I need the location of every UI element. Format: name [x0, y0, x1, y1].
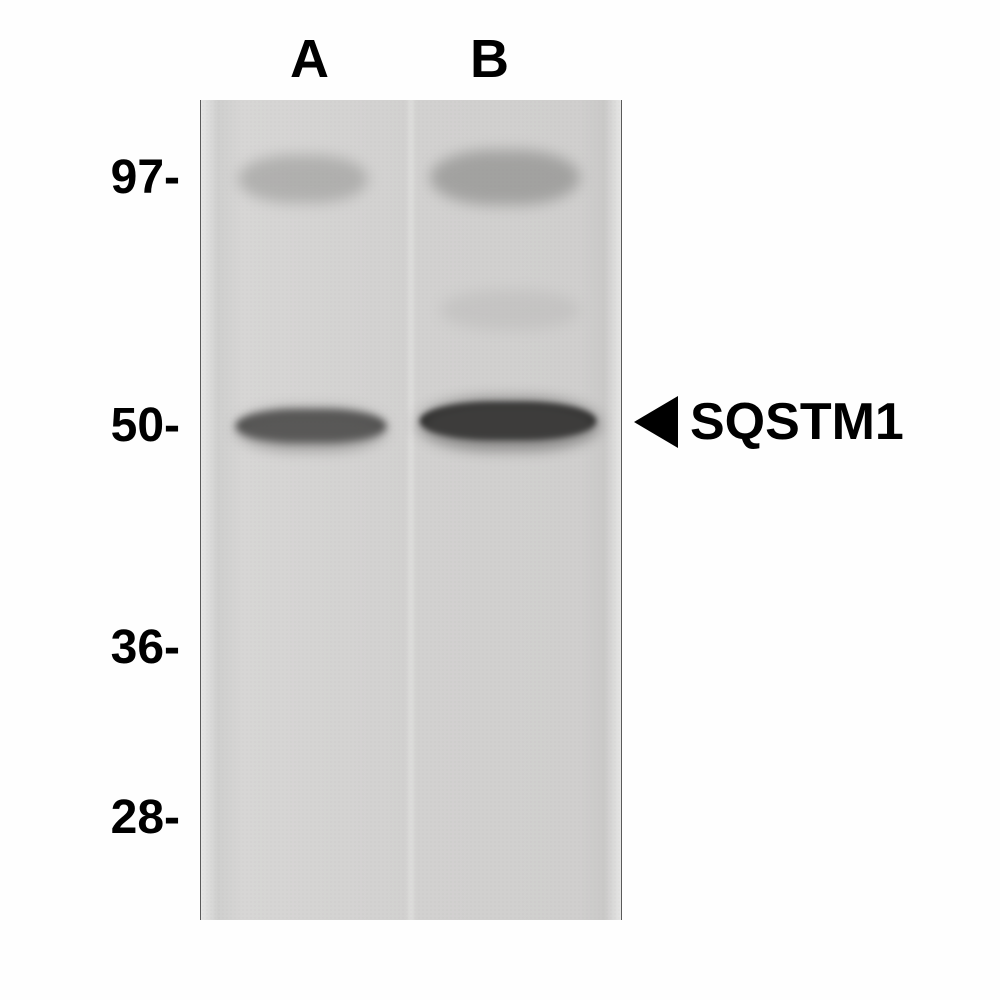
protein-band [418, 398, 600, 450]
target-arrow-icon [634, 396, 678, 448]
mw-marker-36: 36- [20, 620, 180, 675]
lane-label-a: A [290, 28, 329, 90]
mw-marker-97: 97- [20, 150, 180, 205]
membrane-grain [201, 100, 621, 920]
lane-label-b: B [470, 28, 509, 90]
nonspecific-smudge [430, 150, 580, 205]
target-band-label: SQSTM1 [690, 392, 904, 452]
mw-marker-50: 50- [20, 398, 180, 453]
mw-marker-28: 28- [20, 790, 180, 845]
nonspecific-smudge [440, 290, 580, 330]
protein-band [236, 408, 386, 450]
figure-canvas: A B 97- 50- 36- 28- SQSTM1 [0, 0, 1000, 1000]
nonspecific-smudge [238, 155, 368, 203]
blot-membrane [200, 100, 622, 920]
